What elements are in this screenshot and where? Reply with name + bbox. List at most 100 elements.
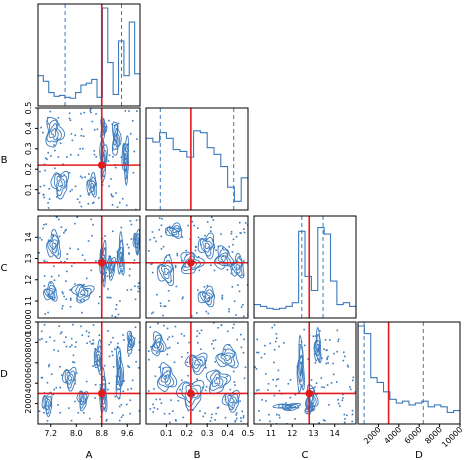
sample-point	[337, 398, 339, 401]
panel-frame	[37, 215, 141, 319]
sample-point	[65, 280, 67, 282]
sample-point	[111, 230, 114, 233]
sample-point	[47, 294, 50, 296]
sample-point	[167, 290, 170, 292]
sample-point	[343, 355, 346, 358]
sample-point	[53, 265, 55, 268]
sample-point	[314, 335, 317, 337]
sample-point	[69, 299, 72, 301]
x-tick-label: 2000	[362, 425, 383, 446]
sample-point	[228, 308, 230, 310]
sample-point	[131, 379, 134, 382]
sample-point	[276, 413, 278, 416]
sample-point	[70, 265, 73, 267]
sample-point	[95, 260, 97, 262]
sample-point	[162, 245, 165, 248]
sample-point	[49, 336, 51, 339]
sample-point	[224, 416, 227, 419]
sample-point	[111, 354, 114, 357]
y-tick-d: 4000	[24, 373, 38, 393]
sample-point	[45, 223, 48, 225]
sample-point	[256, 338, 259, 341]
sample-point	[63, 295, 65, 298]
sample-point	[128, 366, 130, 369]
sample-point	[45, 341, 48, 343]
sample-point	[205, 238, 208, 241]
contour-ring	[115, 345, 124, 400]
sample-point	[226, 268, 229, 271]
sample-point	[314, 386, 316, 388]
sample-point	[263, 353, 266, 355]
sample-point	[59, 142, 62, 145]
sample-point	[185, 253, 188, 256]
y-tick-label: 0.4	[24, 122, 33, 135]
sample-point	[109, 296, 112, 299]
sample-point	[46, 419, 49, 422]
y-tick-b: 0.4	[24, 122, 38, 135]
sample-point	[157, 266, 160, 269]
sample-point	[92, 324, 95, 326]
sample-point	[77, 411, 80, 414]
sample-point	[246, 284, 248, 286]
x-tick-b: 0.3	[201, 424, 214, 438]
sample-point	[83, 299, 85, 301]
sample-point	[80, 128, 83, 131]
sample-point	[111, 269, 114, 271]
sample-point	[235, 412, 238, 414]
sample-point	[112, 336, 114, 339]
sample-point	[347, 365, 350, 368]
sample-point	[233, 300, 236, 303]
x-tick-c: 14	[330, 424, 340, 438]
sample-point	[159, 302, 162, 305]
sample-point	[58, 274, 60, 277]
sample-point	[72, 361, 74, 363]
sample-point	[53, 339, 56, 342]
x-tick-label: 11	[266, 429, 276, 438]
sample-point	[133, 337, 136, 340]
sample-point	[53, 388, 56, 391]
sample-point	[242, 304, 244, 306]
sample-point	[210, 226, 212, 229]
sample-point	[238, 290, 241, 293]
sample-point	[115, 260, 118, 263]
sample-point	[346, 364, 349, 367]
sample-point	[66, 257, 68, 260]
sample-point	[197, 342, 199, 344]
contour-ring	[272, 402, 302, 412]
sample-point	[221, 296, 223, 299]
sample-point	[222, 255, 225, 257]
truth-marker	[187, 389, 195, 398]
sample-point	[187, 374, 189, 377]
sample-point	[343, 421, 346, 424]
sample-point	[109, 255, 111, 258]
sample-point	[151, 231, 154, 233]
truth-marker	[187, 258, 195, 267]
sample-point	[82, 147, 84, 150]
sample-point	[48, 198, 51, 200]
sample-point	[198, 332, 201, 335]
sample-point	[66, 270, 68, 273]
sample-point	[175, 420, 177, 422]
sample-point	[87, 240, 90, 242]
sample-point	[94, 348, 96, 350]
sample-point	[43, 285, 46, 287]
sample-point	[273, 394, 276, 397]
sample-point	[240, 420, 242, 422]
sample-point	[95, 156, 98, 158]
contour-ring	[160, 264, 172, 280]
sample-point	[214, 360, 217, 363]
sample-point	[48, 188, 51, 190]
sample-point	[116, 347, 119, 349]
sample-point	[126, 289, 129, 291]
contour-ring	[191, 357, 204, 369]
sample-point	[131, 120, 134, 122]
sample-point	[151, 262, 153, 265]
x-tick-b: 0.5	[242, 424, 254, 438]
sample-point	[267, 389, 269, 391]
sample-point	[87, 202, 90, 205]
sample-point	[136, 110, 138, 112]
contour-ring	[45, 116, 65, 148]
sample-point	[117, 313, 120, 316]
contour-ring	[95, 350, 102, 367]
sample-point	[267, 383, 270, 385]
